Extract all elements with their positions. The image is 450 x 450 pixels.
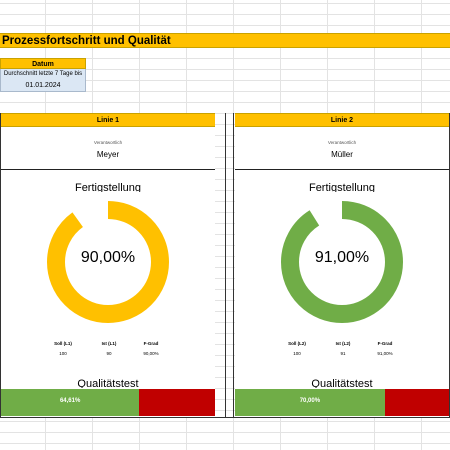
line-2-responsible-label: Verantwortlich bbox=[327, 140, 357, 145]
stat-header-ist: Ist (L1) bbox=[101, 341, 117, 346]
stat-header-soll: Soll (L1) bbox=[54, 341, 72, 346]
divider bbox=[235, 169, 449, 170]
divider bbox=[1, 169, 215, 170]
line-1-header: Linie 1 bbox=[1, 113, 215, 127]
stat-header-ist: Ist (L2) bbox=[335, 341, 351, 346]
line-2-quality-bar[interactable]: 70,00% bbox=[235, 389, 449, 416]
line-1-responsible-label: Verantwortlich bbox=[93, 140, 123, 145]
date-box: Datum Durchschnitt letzte 7 Tage bis 01.… bbox=[0, 58, 86, 92]
line-1-quality-bar[interactable]: 64,61% bbox=[1, 389, 215, 416]
stat-header-fgrad: F-Grad bbox=[377, 341, 393, 346]
line-1-quality-title: Qualitätstest bbox=[77, 378, 139, 388]
line-2-completion-title: Fertigstellung bbox=[308, 182, 376, 192]
title-bar bbox=[0, 33, 450, 48]
line-1-completion-percent: 90,00% bbox=[80, 249, 136, 266]
line-2-responsible-name: Müller bbox=[331, 150, 353, 159]
page-title: Prozessfortschritt und Qualität bbox=[2, 35, 171, 47]
quality-bar-fill bbox=[235, 389, 385, 416]
donut-progress bbox=[47, 201, 169, 323]
line-1-completion-title: Fertigstellung bbox=[74, 182, 142, 192]
date-subtitle: Durchschnitt letzte 7 Tage bis bbox=[0, 69, 86, 80]
stat-value-fgrad: 90,00% bbox=[143, 351, 159, 356]
date-value-cell[interactable]: 01.01.2024 bbox=[0, 80, 86, 92]
line-2-header: Linie 2 bbox=[235, 113, 449, 127]
donut-progress bbox=[281, 201, 403, 323]
line-2-completion-percent: 91,00% bbox=[314, 249, 370, 266]
date-header: Datum bbox=[0, 58, 86, 69]
stat-value-soll: 100 bbox=[293, 351, 301, 356]
line-1-panel: Linie 1 Verantwortlich Meyer Fertigstell… bbox=[1, 113, 215, 417]
stat-header-fgrad: F-Grad bbox=[143, 341, 159, 346]
panel-border-middle-right bbox=[233, 113, 234, 417]
line-1-responsible-name: Meyer bbox=[96, 150, 120, 159]
line-2-completion-donut[interactable] bbox=[279, 199, 405, 325]
line-2-quality-percent: 70,00% bbox=[299, 398, 321, 404]
panel-border-bottom bbox=[0, 417, 450, 418]
line-2-panel: Linie 2 Verantwortlich Müller Fertigstel… bbox=[235, 113, 449, 417]
line-2-quality-title: Qualitätstest bbox=[311, 378, 373, 388]
stat-value-ist: 90 bbox=[106, 351, 112, 356]
panel-border-middle-left bbox=[225, 113, 226, 417]
stat-value-soll: 100 bbox=[59, 351, 67, 356]
stat-header-soll: Soll (L2) bbox=[288, 341, 306, 346]
line-1-completion-donut[interactable] bbox=[45, 199, 171, 325]
stat-value-ist: 91 bbox=[340, 351, 346, 356]
stat-value-fgrad: 91,00% bbox=[377, 351, 393, 356]
quality-bar-fill bbox=[1, 389, 140, 416]
line-1-quality-percent: 64,61% bbox=[59, 398, 81, 404]
panel-border-left bbox=[0, 113, 1, 417]
